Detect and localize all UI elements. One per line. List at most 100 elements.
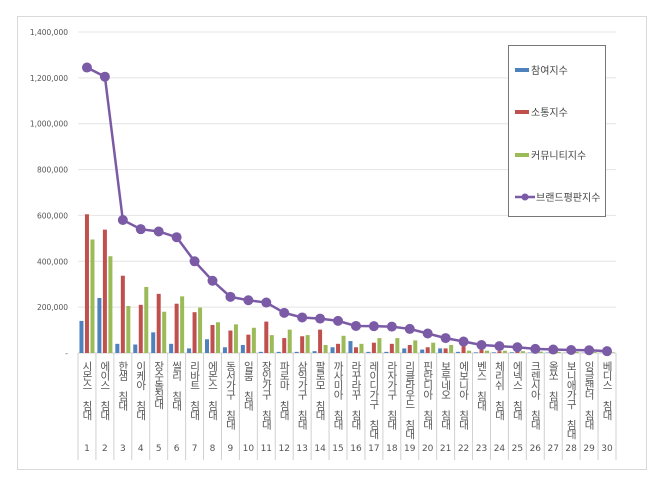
bar-participation [97, 297, 102, 353]
bar-communication [174, 303, 179, 353]
bar-participation [384, 351, 389, 353]
rank-label: 4 [137, 444, 144, 454]
rank-label: 27 [547, 444, 559, 454]
rank-label: 16 [350, 444, 362, 454]
y-tick-label: 800,000 [37, 166, 68, 175]
bar-communication [353, 347, 358, 353]
y-tick-label: 1,200,000 [30, 74, 68, 83]
bar-participation [205, 339, 209, 353]
bar-participation [151, 332, 156, 353]
brand-reputation-point [458, 336, 469, 347]
bar-community [485, 350, 489, 353]
bar-community [395, 338, 400, 353]
rank-label: 13 [296, 444, 308, 454]
bar-communication [318, 329, 323, 353]
bar-community [198, 307, 203, 353]
brand-reputation-point [548, 344, 559, 355]
bar-communication [102, 229, 107, 353]
category-label: 벤스 침대 [475, 361, 488, 410]
brand-reputation-point [602, 346, 613, 357]
rank-label: 26 [529, 444, 542, 454]
rank-label: 7 [191, 444, 198, 454]
brand-reputation-point [494, 341, 505, 352]
bar-community [574, 351, 579, 353]
bar-participation [115, 343, 120, 353]
category-label: 이케아 침대 [134, 361, 147, 420]
bar-community [126, 305, 131, 353]
bar-community [341, 335, 346, 353]
rank-label: 6 [173, 444, 180, 454]
bar-community [413, 340, 418, 353]
brand-reputation-point [207, 275, 218, 286]
brand-reputation-point [171, 232, 182, 243]
bar-community [144, 286, 149, 353]
brand-reputation-point [386, 321, 397, 332]
bar-community [287, 329, 292, 353]
bar-communication [246, 334, 251, 353]
bar-communication [210, 325, 215, 353]
category-label: 동서가구 침대 [224, 361, 237, 429]
category-label: 리바트 침대 [188, 361, 201, 420]
chart-frame [17, 16, 647, 470]
y-tick-label: 1,000,000 [30, 120, 68, 129]
bar-community [467, 350, 472, 353]
bar-communication [228, 330, 233, 353]
legend-swatch [515, 152, 529, 157]
brand-reputation-point [81, 62, 92, 73]
brand-reputation-point [530, 343, 541, 354]
rank-label: 29 [583, 444, 595, 454]
bar-community [323, 344, 328, 353]
rank-label: 20 [421, 444, 434, 454]
brand-reputation-point [512, 342, 523, 353]
category-label: 보루네오 침대 [439, 361, 452, 429]
brand-reputation-point [440, 333, 451, 344]
bar-participation [491, 352, 496, 353]
category-label: 에몬스 침대 [206, 361, 219, 420]
category-label: 크렌시아 침대 [529, 361, 542, 429]
category-label: 보니애가구 침대 [565, 361, 578, 439]
category-label: 팔로모 침대 [314, 361, 327, 420]
y-tick-label: - [65, 349, 68, 358]
category-label: 잉글랜더 침대 [583, 361, 596, 429]
bar-community [305, 335, 310, 353]
brand-reputation-point [333, 315, 344, 326]
category-label: 파로마 침대 [278, 361, 291, 420]
rank-label: 17 [368, 444, 380, 454]
rank-label: 9 [227, 444, 234, 454]
bar-communication [407, 344, 412, 353]
legend-item-brand-reputation: 브랜드평판지수 [515, 189, 600, 204]
bar-communication [336, 343, 341, 353]
rank-label: 8 [209, 444, 216, 454]
rank-label: 22 [457, 444, 470, 454]
bar-community [233, 324, 238, 353]
brand-reputation-point [584, 345, 595, 356]
legend-label: 참여지수 [531, 66, 568, 77]
bar-community [251, 327, 256, 353]
bar-communication [425, 347, 430, 353]
category-label: 베디스 침대 [601, 361, 614, 420]
rank-label: 1 [84, 444, 90, 454]
category-label: 핀란디아 침대 [421, 361, 434, 429]
bar-community [592, 352, 597, 353]
rank-label: 23 [475, 444, 488, 454]
bar-community [359, 343, 364, 353]
category-label: 까사미아 침대 [332, 361, 345, 429]
bar-community [162, 311, 167, 353]
bar-participation [348, 341, 353, 353]
bar-participation [474, 352, 478, 353]
bar-community [90, 239, 95, 353]
rank-label: 25 [511, 444, 524, 454]
bar-communication [389, 343, 394, 353]
category-label: 시몬스 침대 [80, 361, 93, 420]
category-label: 레이디가구 침대 [367, 361, 380, 439]
bar-communication [282, 338, 287, 353]
legend-label: 소통지수 [531, 108, 568, 119]
rank-label: 30 [601, 444, 613, 454]
bar-participation [187, 348, 192, 353]
bar-participation [169, 343, 174, 353]
category-label: 삼익가구 침대 [296, 361, 309, 429]
brand-reputation-point [297, 312, 308, 323]
rank-label: 28 [565, 444, 577, 454]
rank-label: 2 [102, 444, 108, 454]
